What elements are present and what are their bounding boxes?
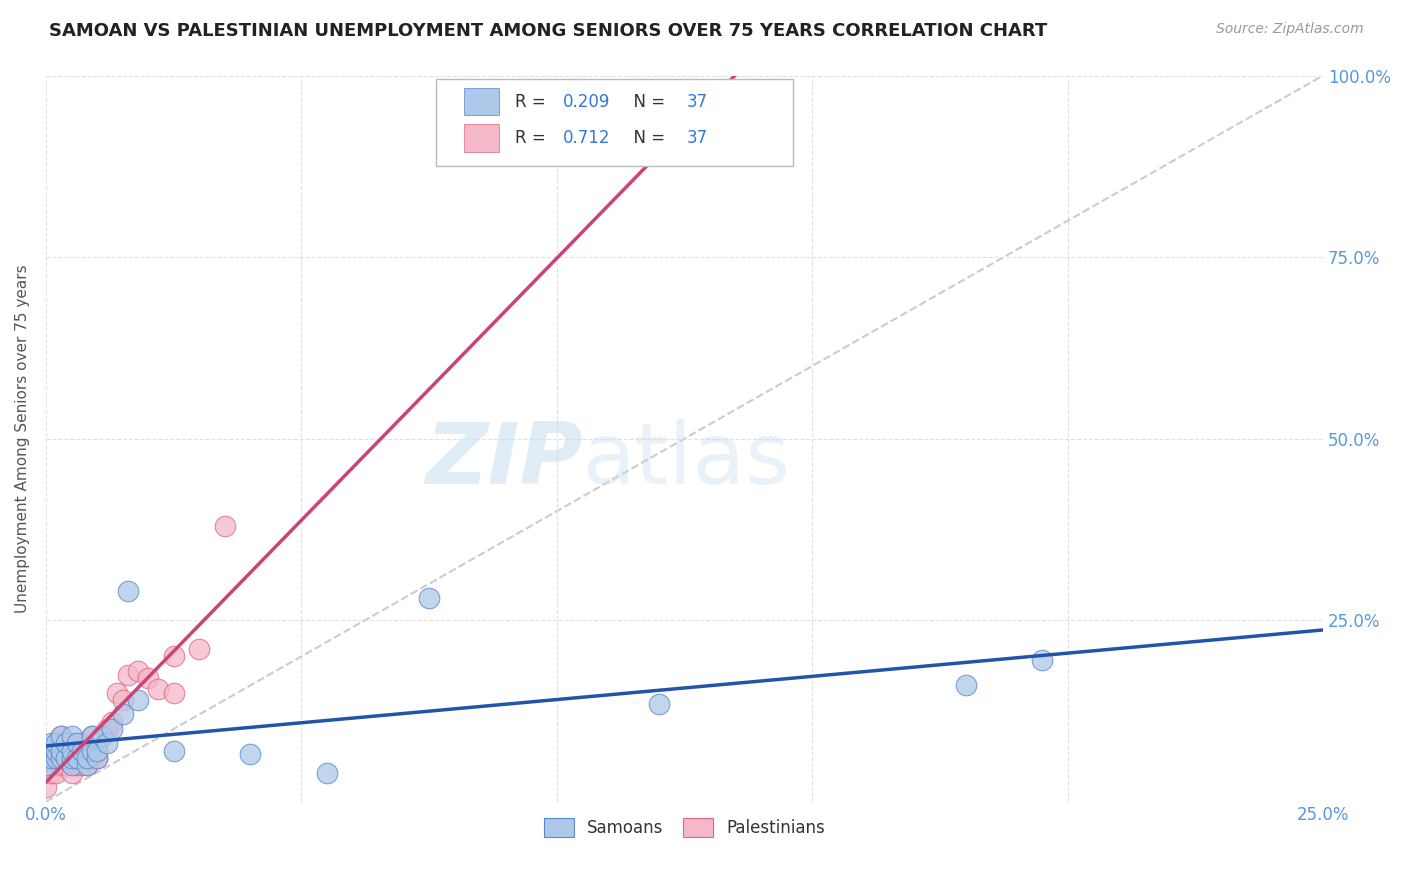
Point: [163, 649, 186, 664]
Point: [316, 765, 339, 780]
Point: [39, 737, 62, 751]
Point: [55, 737, 77, 751]
Point: [65, 737, 87, 751]
Point: [214, 518, 236, 533]
Point: [136, 671, 159, 685]
Point: [91, 729, 114, 743]
Legend: Samoans, Palestinians: Samoans, Palestinians: [537, 812, 832, 844]
Point: [955, 678, 977, 692]
Point: [1031, 653, 1053, 667]
Point: [60, 744, 83, 758]
Point: [51, 729, 73, 743]
Point: [418, 591, 440, 606]
Text: Source: ZipAtlas.com: Source: ZipAtlas.com: [1216, 22, 1364, 37]
Point: [70, 758, 93, 772]
Point: [51, 758, 73, 772]
Text: 37: 37: [688, 129, 709, 147]
Point: [60, 758, 83, 772]
Point: [45, 751, 67, 765]
Point: [51, 751, 73, 765]
Text: atlas: atlas: [582, 419, 790, 502]
FancyBboxPatch shape: [464, 88, 499, 115]
Text: R =: R =: [515, 93, 551, 111]
Point: [117, 667, 139, 681]
Text: N =: N =: [623, 93, 671, 111]
Point: [86, 744, 108, 758]
Point: [55, 758, 77, 772]
Point: [60, 765, 83, 780]
Point: [45, 751, 67, 765]
Point: [148, 681, 170, 696]
Point: [39, 751, 62, 765]
Point: [35, 780, 58, 794]
Point: [65, 758, 87, 772]
Point: [163, 744, 186, 758]
FancyBboxPatch shape: [464, 124, 499, 152]
Point: [45, 765, 67, 780]
Point: [45, 737, 67, 751]
Point: [80, 729, 103, 743]
Point: [35, 758, 58, 772]
Point: [107, 686, 129, 700]
Text: SAMOAN VS PALESTINIAN UNEMPLOYMENT AMONG SENIORS OVER 75 YEARS CORRELATION CHART: SAMOAN VS PALESTINIAN UNEMPLOYMENT AMONG…: [49, 22, 1047, 40]
Y-axis label: Unemployment Among Seniors over 75 years: Unemployment Among Seniors over 75 years: [15, 264, 30, 613]
Point: [39, 751, 62, 765]
Point: [76, 751, 98, 765]
Point: [127, 664, 149, 678]
Point: [70, 744, 93, 758]
Point: [39, 765, 62, 780]
Text: 0.712: 0.712: [564, 129, 610, 147]
Point: [51, 744, 73, 758]
Point: [86, 737, 108, 751]
Point: [91, 729, 114, 743]
Point: [80, 729, 103, 743]
Text: ZIP: ZIP: [425, 419, 582, 502]
Point: [65, 751, 87, 765]
Point: [101, 722, 124, 736]
Point: [51, 729, 73, 743]
Text: R =: R =: [515, 129, 555, 147]
Point: [76, 758, 98, 772]
Point: [86, 751, 108, 765]
Point: [127, 693, 149, 707]
Point: [45, 737, 67, 751]
Point: [76, 758, 98, 772]
Point: [188, 642, 211, 657]
Point: [117, 584, 139, 599]
Text: 37: 37: [688, 93, 709, 111]
Point: [239, 747, 262, 762]
Point: [55, 737, 77, 751]
Point: [60, 737, 83, 751]
Point: [70, 737, 93, 751]
Point: [86, 751, 108, 765]
Point: [60, 751, 83, 765]
Point: [45, 744, 67, 758]
Point: [60, 751, 83, 765]
Point: [111, 693, 134, 707]
Point: [80, 744, 103, 758]
Point: [111, 707, 134, 722]
Point: [163, 686, 186, 700]
Point: [60, 729, 83, 743]
Point: [648, 697, 671, 711]
Point: [96, 737, 118, 751]
Point: [51, 744, 73, 758]
Text: N =: N =: [623, 129, 671, 147]
FancyBboxPatch shape: [436, 79, 793, 166]
Point: [76, 737, 98, 751]
Text: 0.209: 0.209: [564, 93, 610, 111]
Point: [80, 751, 103, 765]
Point: [96, 722, 118, 736]
Point: [55, 751, 77, 765]
Point: [65, 744, 87, 758]
Point: [101, 714, 124, 729]
